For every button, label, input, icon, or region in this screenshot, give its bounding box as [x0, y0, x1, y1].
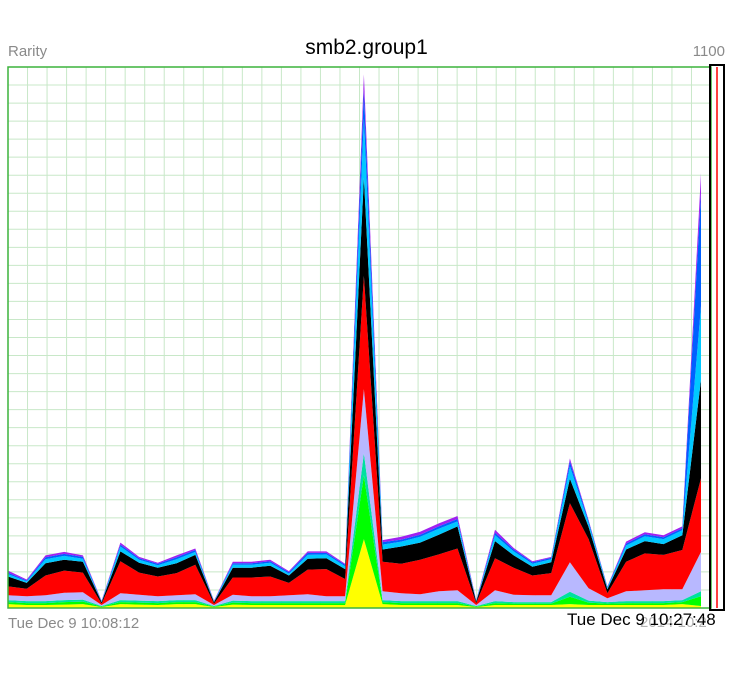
x-end-label: Tue Dec 9 10:27:48 [567, 610, 716, 629]
x-start-label: Tue Dec 9 10:08:12 [8, 615, 140, 632]
area-series-2 [8, 475, 701, 607]
area-series-6 [8, 177, 701, 604]
y-max-label: 1100 [692, 43, 725, 60]
chart-title: smb2.group1 [305, 36, 428, 59]
area-series-4 [8, 389, 701, 606]
area-series-5 [8, 276, 701, 605]
y-axis-label: Rarity [8, 43, 48, 60]
area-series-7 [8, 118, 701, 603]
area-series-3 [8, 453, 701, 607]
time-cursor-box [709, 64, 725, 611]
area-series-1 [8, 539, 701, 608]
x-end-ghost-label: 2014 10:2 [640, 614, 707, 631]
